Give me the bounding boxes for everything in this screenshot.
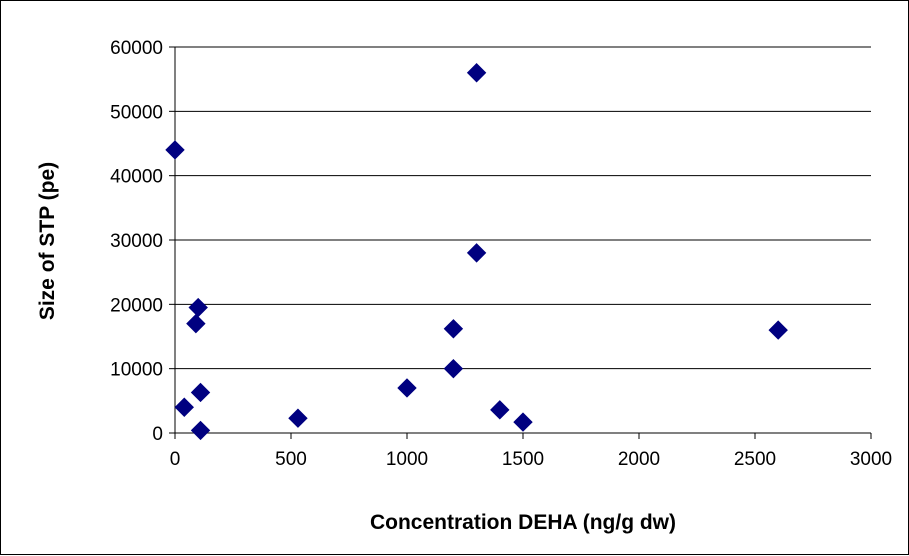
grid-lines xyxy=(175,46,871,370)
data-point xyxy=(288,408,308,428)
y-tick-label: 0 xyxy=(152,424,163,445)
data-point xyxy=(513,412,533,432)
data-point xyxy=(165,140,185,160)
data-point xyxy=(768,320,788,340)
data-point xyxy=(186,313,206,334)
x-tick-label: 500 xyxy=(275,449,307,470)
data-point xyxy=(443,319,464,339)
x-tick-label: 1500 xyxy=(502,449,544,470)
x-axis-title: Concentration DEHA (ng/g dw) xyxy=(370,511,676,534)
data-points xyxy=(165,63,788,441)
data-point xyxy=(490,400,510,420)
data-point xyxy=(443,358,464,379)
y-tick-label: 30000 xyxy=(110,231,163,252)
y-tick-label: 20000 xyxy=(110,295,163,316)
y-axis-title: Size of STP (pe) xyxy=(36,162,59,320)
y-tick-label: 50000 xyxy=(110,102,163,123)
data-point xyxy=(397,378,417,398)
axes xyxy=(169,46,872,439)
x-tick-labels: 0 500 1000 1500 2000 2500 3000 xyxy=(170,449,892,470)
data-point xyxy=(190,382,211,403)
data-point xyxy=(188,297,208,318)
x-tick-label: 2500 xyxy=(734,449,776,470)
y-tick-label: 10000 xyxy=(110,360,163,381)
data-point xyxy=(466,63,487,83)
x-tick-label: 3000 xyxy=(850,449,892,470)
y-tick-label: 60000 xyxy=(110,38,163,59)
x-tick-label: 1000 xyxy=(386,449,428,470)
x-tick-label: 0 xyxy=(170,449,181,470)
data-point xyxy=(174,397,194,417)
x-tick-label: 2000 xyxy=(618,449,660,470)
y-tick-labels: 0 10000 20000 30000 40000 50000 60000 xyxy=(110,38,163,445)
data-point xyxy=(190,420,211,441)
y-tick-label: 40000 xyxy=(110,167,163,188)
data-point xyxy=(466,243,487,263)
